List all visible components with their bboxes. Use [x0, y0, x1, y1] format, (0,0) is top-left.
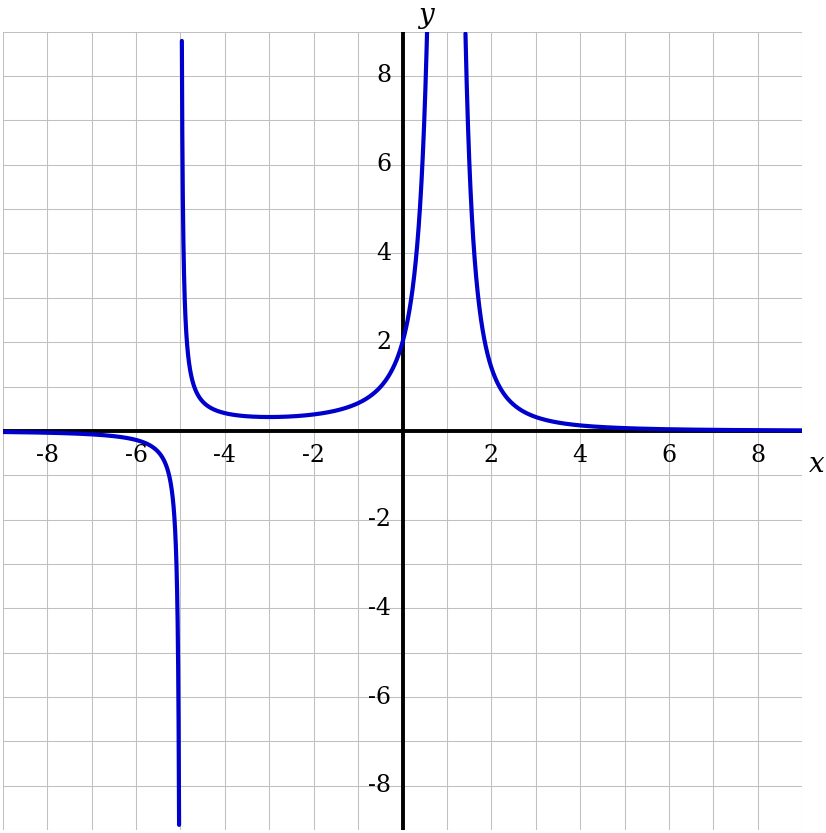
Text: -6: -6	[125, 444, 148, 467]
Text: -4: -4	[213, 444, 236, 467]
Text: 2: 2	[484, 444, 499, 467]
Text: 4: 4	[377, 242, 392, 265]
Text: y: y	[418, 2, 434, 29]
Text: 2: 2	[377, 331, 392, 354]
Text: 6: 6	[377, 153, 392, 176]
Text: -2: -2	[302, 444, 325, 467]
Text: -6: -6	[368, 686, 392, 709]
Text: x: x	[809, 451, 824, 478]
Text: -8: -8	[368, 775, 392, 797]
Text: 6: 6	[662, 444, 676, 467]
Text: -8: -8	[36, 444, 59, 467]
Text: 8: 8	[377, 64, 392, 87]
Text: -2: -2	[368, 508, 392, 531]
Text: -4: -4	[368, 597, 392, 620]
Text: 8: 8	[750, 444, 766, 467]
Text: 4: 4	[572, 444, 588, 467]
